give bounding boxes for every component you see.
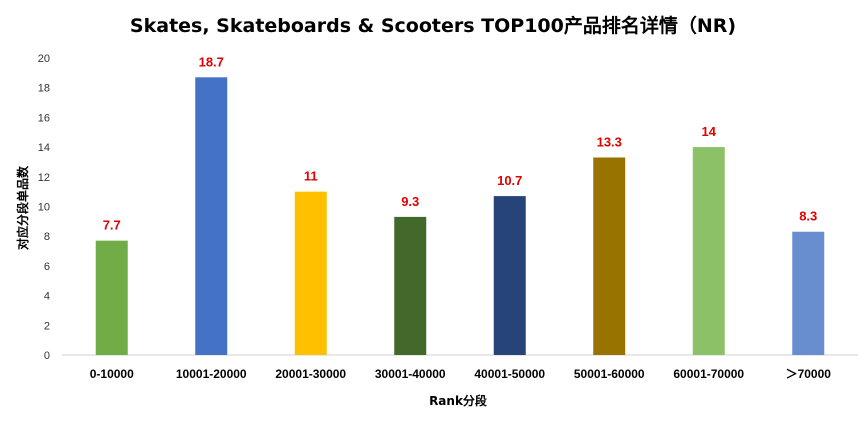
bar-＞70000 [792,231,825,355]
bar-60001-70000 [692,147,725,355]
y-tick-label: 18 [38,83,50,95]
x-tick-label: 10001-20000 [176,367,247,381]
x-tick-label: 50001-60000 [574,367,645,381]
y-tick-label: 14 [38,142,50,154]
chart-title: Skates, Skateboards & Scooters TOP100产品排… [130,14,736,37]
y-tick-label: 2 [44,320,50,332]
data-label: 18.7 [199,54,224,69]
x-tick-label: 60001-70000 [673,367,744,381]
bar-30001-40000 [394,216,427,355]
data-label: 8.3 [799,209,817,224]
y-tick-label: 8 [44,231,50,243]
data-label: 14 [702,124,717,139]
y-tick-label: 6 [44,261,50,273]
x-tick-label: 30001-40000 [375,367,446,381]
data-label: 10.7 [497,173,522,188]
x-tick-label: 0-10000 [90,367,134,381]
data-label: 13.3 [597,134,622,149]
bar-50001-60000 [593,157,626,355]
bar-10001-20000 [195,77,228,356]
bar-0-10000 [95,240,128,355]
x-axis: 0-10000 10001-20000 20001-30000 30001-40000… [90,367,832,381]
data-label: 9.3 [401,194,419,209]
y-tick-label: 12 [38,172,50,184]
x-tick-label: 40001-50000 [474,367,545,381]
y-tick-label: 4 [44,291,50,303]
y-axis-title: 对应分段单品数 [15,165,30,250]
bar-group: 7.7 18.7 11 9.3 10.7 13.3 14 8.3 [95,54,825,356]
data-label: 7.7 [103,218,121,233]
data-label: 11 [304,169,318,184]
y-tick-label: 0 [44,350,50,362]
bar-40001-50000 [493,196,526,355]
y-axis: 0 2 4 6 8 10 12 14 16 18 20 [38,53,50,362]
y-tick-label: 20 [38,53,50,65]
y-tick-label: 16 [38,112,50,124]
bar-20001-30000 [294,191,327,355]
x-tick-label: ＞70000 [786,367,832,381]
x-axis-title: Rank分段 [429,393,488,408]
y-tick-label: 10 [38,202,50,214]
x-tick-label: 20001-30000 [275,367,346,381]
